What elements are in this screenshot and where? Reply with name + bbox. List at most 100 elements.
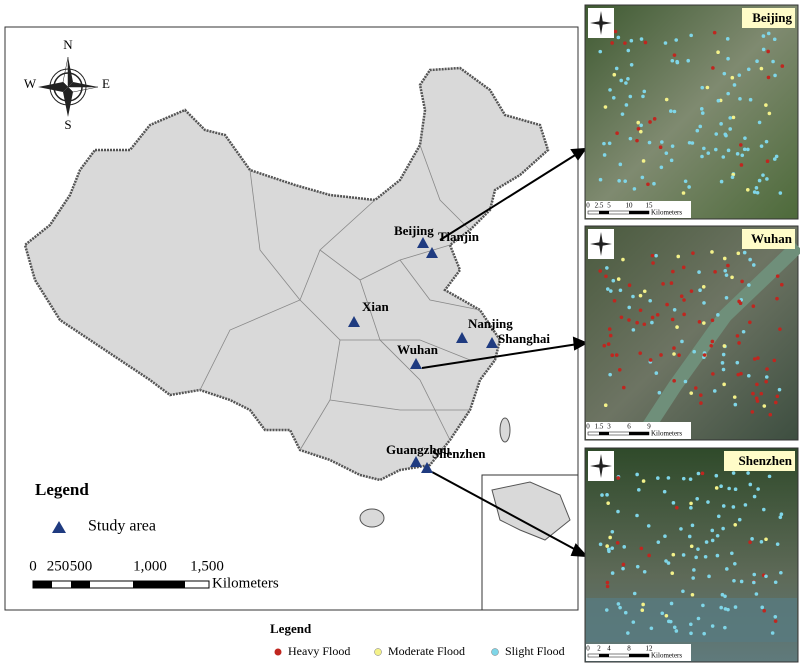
flood-point [742,250,747,255]
flood-point [635,564,640,569]
flood-point [621,257,625,262]
flood-point [733,522,738,527]
flood-point [720,361,725,365]
flood-point [711,372,715,376]
flood-point [755,59,759,64]
flood-point [759,66,764,71]
flood-point [710,318,715,323]
flood-point [636,127,641,131]
flood-point [603,105,608,109]
flood-point [777,387,782,392]
flood-point [694,555,698,560]
city-marker [421,462,433,473]
city-label: Shenzhen [432,446,486,461]
flood-point [598,49,603,54]
flood-point [675,60,680,65]
flood-point [617,178,621,183]
hainan [359,508,385,528]
flood-point [723,594,727,599]
flood-point [672,53,677,57]
flood-point [627,283,632,288]
flood-point [757,120,762,125]
flood-point [650,320,654,325]
compass [38,56,99,117]
flood-point [651,261,655,265]
flood-point [605,544,609,548]
flood-point [764,103,768,107]
flood-point [641,94,645,99]
panel-scale-tick: 0 [586,645,590,653]
flood-point [663,534,667,538]
legend-item: Study area [88,518,156,535]
flood-point [602,141,606,146]
panel-scale-seg [599,654,609,657]
flood-point [765,367,769,371]
city-label: Shanghai [498,331,550,346]
flood-point [721,367,726,372]
flood-point [759,391,764,396]
flood-point [766,75,771,80]
flood-point [689,501,693,506]
flood-point [642,89,647,94]
flood-point [626,631,630,635]
flood-point [770,631,775,635]
flood-point [598,269,602,273]
flood-point [605,287,610,291]
flood-point [649,626,654,631]
flood-point [715,533,720,538]
compass-e: E [102,76,110,91]
flood-point [692,349,696,354]
flood-point [608,535,612,540]
flood-point [672,625,677,630]
city-label: Beijing [394,223,434,238]
flood-point [681,553,686,557]
flood-point [775,394,780,399]
flood-point [643,40,648,45]
flood-point [689,33,693,38]
flood-point [706,151,711,155]
flood-point [737,517,742,522]
flood-point [714,473,719,478]
flood-point [702,301,706,305]
flood-point [619,78,624,83]
flood-point [614,66,619,71]
flood-point [686,58,691,63]
flood-point [764,375,769,379]
flood-legend-item: Heavy Flood [288,644,350,658]
flood-point [602,343,607,348]
flood-point [737,299,741,304]
panel-compass [590,232,612,256]
flood-point [719,122,723,126]
flood-point [751,304,756,308]
flood-point [762,404,767,408]
flood-point [652,181,656,186]
flood-point [626,48,631,53]
flood-point [639,37,644,41]
flood-point [704,540,709,544]
flood-point [748,97,753,102]
flood-point [730,551,734,556]
flood-point [719,605,723,610]
flood-point [683,379,688,384]
flood-point [714,132,719,136]
flood-point [751,263,756,267]
flood-point [631,328,636,332]
flood-point [761,507,766,512]
flood-point [607,141,612,146]
flood-point [761,47,766,52]
flood-point [695,496,699,501]
flood-point [715,553,720,558]
flood-point [752,572,757,577]
flood-point [689,391,694,395]
flood-point [754,186,759,190]
panel-scale-tick: 5 [607,202,611,210]
flood-point [732,578,736,583]
flood-point [740,153,745,158]
flood-point [664,97,669,102]
panel-scale-tick: 0 [586,202,590,210]
flood-point [689,622,693,627]
flood-point [627,305,632,310]
panel-scale-unit: Kilometers [651,430,682,438]
flood-point [700,471,705,476]
scale-tick: 1,000 [133,558,167,574]
